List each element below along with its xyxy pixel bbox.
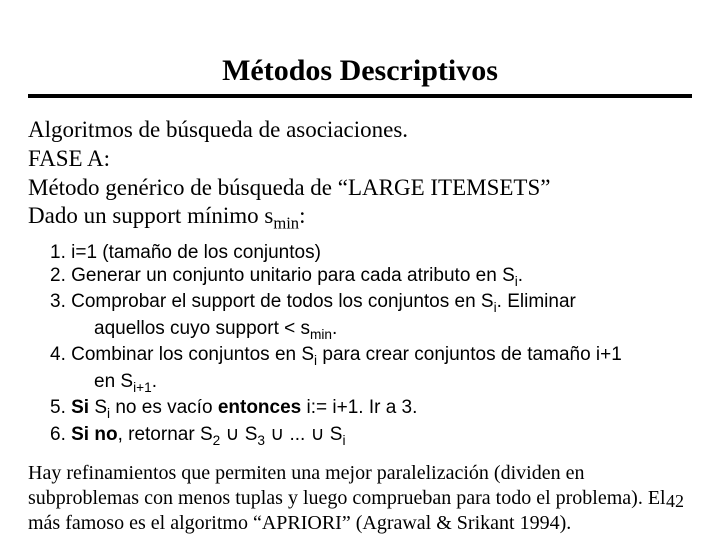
step-1: 1. i=1 (tamaño de los conjuntos) — [50, 241, 692, 264]
s5-b: Si — [71, 397, 89, 418]
s6-subi: i — [342, 432, 345, 447]
intro-line-3: Método genérico de búsqueda de “LARGE IT… — [28, 174, 692, 203]
intro-l4-sub: min — [273, 214, 299, 233]
s5-f: i:= i+1. Ir a 3. — [301, 397, 417, 418]
intro-line-2: FASE A: — [28, 145, 692, 174]
s5-d: no es vacío — [110, 397, 218, 418]
s4b-a: en S — [94, 371, 133, 392]
s5-a: 5. — [50, 397, 71, 418]
s3b-sub: min — [310, 326, 332, 341]
s3a-a: 3. Comprobar el support de todos los con… — [50, 291, 494, 312]
s6-c: , retornar S — [118, 424, 213, 445]
s4a-b: para crear conjuntos de tamaño i+1 — [317, 344, 622, 365]
step-2: 2. Generar un conjunto unitario para cad… — [50, 264, 692, 290]
title-rule — [28, 94, 692, 98]
closing-text: Hay refinamientos que permiten una mejor… — [28, 461, 692, 536]
step-6: 6. Si no, retornar S2 ∪ S3 ∪ ... ∪ Si — [50, 423, 692, 449]
s3b-b: . — [332, 318, 337, 339]
s6-d: ∪ S — [220, 424, 257, 445]
s4b-sub: i+1 — [133, 379, 152, 394]
step-3-line1: 3. Comprobar el support de todos los con… — [50, 290, 692, 316]
s5-e: entonces — [218, 397, 301, 418]
s6-a: 6. — [50, 424, 71, 445]
s4b-b: . — [152, 371, 157, 392]
steps-block: 1. i=1 (tamaño de los conjuntos) 2. Gene… — [50, 241, 692, 450]
s2-a: 2. Generar un conjunto unitario para cad… — [50, 265, 515, 286]
intro-block: Algoritmos de búsqueda de asociaciones. … — [28, 116, 692, 235]
intro-line-4: Dado un support mínimo smin: — [28, 202, 692, 234]
step-3-line2: aquellos cuyo support < smin. — [50, 317, 692, 343]
step-4-line1: 4. Combinar los conjuntos en Si para cre… — [50, 343, 692, 369]
page-number: 42 — [666, 491, 684, 512]
intro-line-1: Algoritmos de búsqueda de asociaciones. — [28, 116, 692, 145]
step-5: 5. Si Si no es vacío entonces i:= i+1. I… — [50, 396, 692, 422]
s5-c: S — [89, 397, 107, 418]
intro-l4-a: Dado un support mínimo s — [28, 203, 273, 228]
s4a-a: 4. Combinar los conjuntos en S — [50, 344, 314, 365]
intro-l4-b: : — [299, 203, 305, 228]
s6-e: ∪ ... ∪ S — [265, 424, 342, 445]
s3b-a: aquellos cuyo support < s — [94, 318, 310, 339]
s6-sub3: 3 — [257, 432, 265, 447]
step-4-line2: en Si+1. — [50, 370, 692, 396]
s2-b: . — [518, 265, 523, 286]
s3a-b: . Eliminar — [497, 291, 576, 312]
slide-title: Métodos Descriptivos — [28, 54, 692, 88]
s6-b: Si no — [71, 424, 117, 445]
slide: Métodos Descriptivos Algoritmos de búsqu… — [0, 0, 720, 540]
